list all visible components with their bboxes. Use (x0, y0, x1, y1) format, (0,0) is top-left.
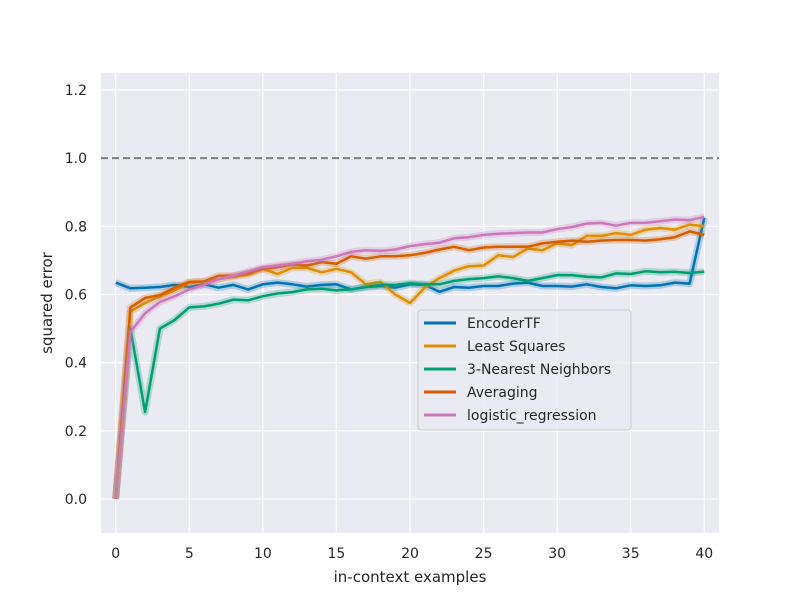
x-tick-label: 25 (475, 546, 493, 562)
series-line-3-nearest-neighbors (114, 270, 705, 500)
tick-labels: 0 5 10 15 20 25 30 35 40 0.0 0.2 0.4 0.6 0.8 1.0 1.2 (65, 83, 713, 562)
legend-box (417, 309, 632, 431)
series-line-averaging (114, 230, 705, 499)
x-tick-label: 20 (401, 546, 419, 562)
y-tick-label: 0.0 (65, 492, 87, 508)
y-tick-label: 0.6 (65, 287, 87, 303)
y-tick-label: 0.2 (65, 424, 87, 440)
x-tick-label: 30 (548, 546, 566, 562)
x-tick-label: 15 (328, 546, 346, 562)
series-line-logistic-regression (114, 215, 705, 500)
legend-label-averaging: Averaging (467, 385, 538, 401)
legend-label-3-nearest-neighbors: 3-Nearest Neighbors (467, 362, 611, 378)
legend-items: EncoderTF Least Squares 3-Nearest Neighbor… (424, 316, 611, 424)
x-tick-label: 5 (185, 546, 194, 562)
x-tick-label: 0 (111, 546, 120, 562)
y-axis-label: squared error (38, 251, 56, 354)
legend-label-logistic-regression: logistic_regression (467, 408, 597, 424)
y-tick-label: 1.2 (65, 83, 87, 99)
y-tick-label: 1.0 (65, 151, 87, 167)
legend-label-least-squares: Least Squares (467, 339, 566, 355)
series-lines (112, 213, 708, 500)
legend-label-encodertf: EncoderTF (467, 316, 541, 332)
legend: EncoderTF Least Squares 3-Nearest Neighbor… (417, 309, 632, 431)
x-axis-label: in-context examples (334, 568, 487, 586)
x-tick-label: 35 (622, 546, 640, 562)
x-tick-label: 40 (695, 546, 713, 562)
y-tick-label: 0.8 (65, 219, 87, 235)
x-tick-label: 10 (254, 546, 272, 562)
y-tick-label: 0.4 (65, 356, 87, 372)
